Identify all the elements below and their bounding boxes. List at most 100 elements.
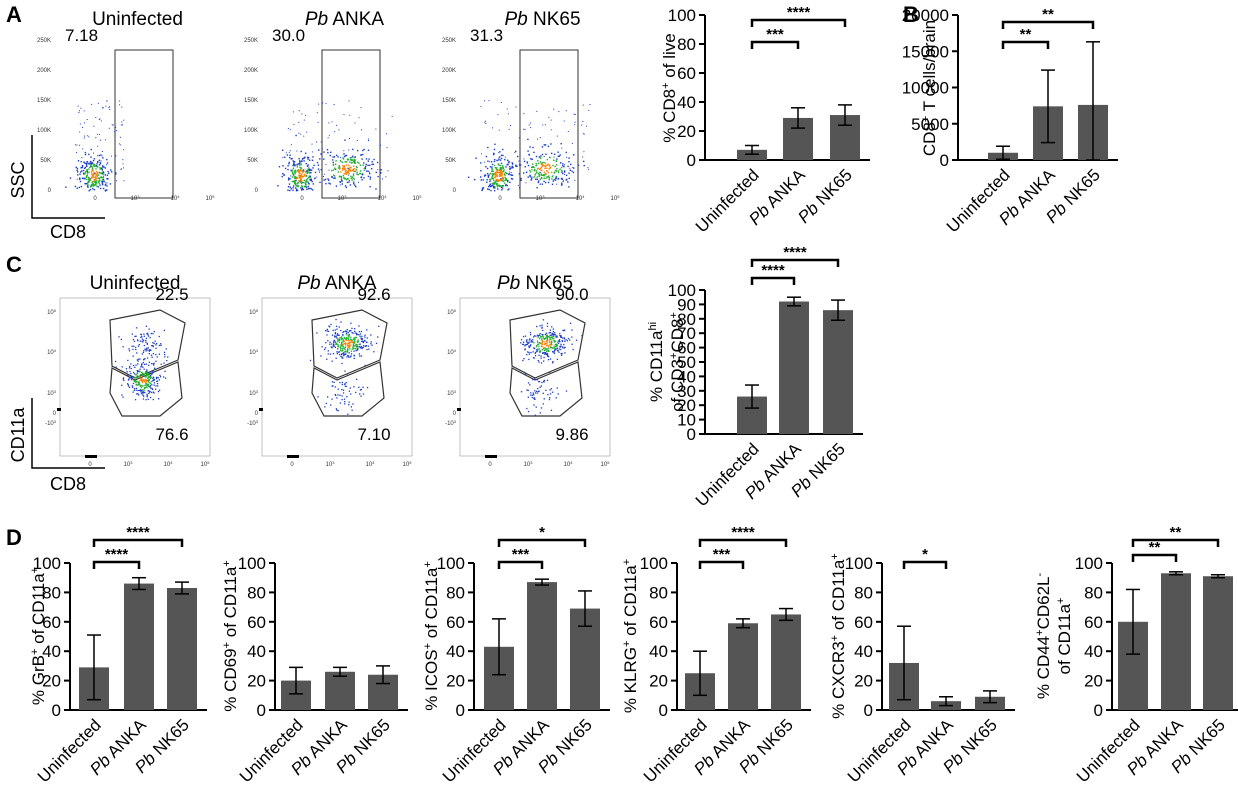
flow-y-tick: 50K	[40, 158, 51, 164]
flow-y-tick: -103	[445, 419, 457, 428]
flow-dot	[111, 155, 112, 157]
flow-dot	[531, 163, 534, 165]
flow-dot	[542, 124, 544, 126]
flow-dot	[569, 339, 571, 341]
flow-y-tick: 0	[453, 411, 457, 417]
flow-dot	[94, 178, 96, 181]
flow-dot	[98, 178, 101, 180]
flow-dot	[337, 351, 339, 353]
flow-dot	[499, 175, 501, 177]
flow-dot	[533, 404, 535, 406]
flow-dot	[142, 366, 144, 368]
flow-dot	[565, 179, 567, 181]
flow-dot	[567, 181, 569, 183]
flow-dot	[351, 332, 353, 334]
flow-dot	[334, 336, 336, 338]
y-tick-label: 70	[677, 324, 696, 343]
flow-dot	[133, 376, 136, 379]
flow-y-tick: 50K	[445, 158, 456, 164]
flow-dot	[309, 176, 311, 178]
flow-dot	[549, 397, 551, 399]
flow-dot	[147, 372, 149, 375]
flow-dot	[328, 134, 330, 136]
flow-dot	[356, 344, 358, 346]
flow-dot	[334, 168, 336, 170]
flow-dot	[307, 169, 310, 171]
flow-dot	[292, 175, 295, 177]
flow-dot	[135, 389, 137, 391]
flow-dot	[147, 376, 149, 378]
flow-dot	[482, 187, 485, 189]
flow-dot	[341, 398, 343, 401]
flow-dot	[158, 389, 161, 391]
flow-dot	[149, 375, 151, 377]
flow-dot	[282, 172, 284, 175]
flow-dot	[520, 179, 522, 181]
flow-dot	[354, 340, 356, 342]
flow-dot	[146, 393, 148, 395]
flow-dot	[490, 161, 493, 163]
flow-dot	[103, 180, 105, 182]
flow-dot	[347, 171, 350, 173]
flow-dot	[116, 180, 117, 182]
sig-bracket	[497, 538, 587, 547]
flow-x-tick: 103	[524, 460, 534, 469]
flow-dot	[540, 355, 542, 357]
flow-dot	[554, 169, 557, 172]
flow-dot	[510, 177, 513, 180]
flow-dot	[544, 337, 546, 340]
flow-dot	[295, 185, 297, 187]
flow-dot	[492, 177, 494, 180]
flow-dot	[87, 170, 88, 172]
flow-dot	[352, 156, 354, 159]
flow-dot	[86, 175, 88, 178]
flow-dot	[345, 351, 347, 353]
flow-dot	[534, 392, 537, 394]
flow-dot	[298, 180, 300, 182]
flow-dot	[328, 122, 330, 124]
sig-bracket	[497, 560, 544, 569]
flow-dot	[297, 170, 299, 173]
flow-dot	[141, 353, 143, 355]
flow-dot	[530, 176, 532, 178]
flow-dot	[101, 176, 103, 179]
flow-dot	[141, 390, 143, 392]
flow-dot	[530, 122, 531, 124]
flow-dot	[335, 343, 338, 345]
flow-dot	[83, 137, 85, 139]
flow-dot	[361, 129, 362, 131]
flow-dot	[537, 335, 539, 337]
y-axis-title: % CD44+CD62L-	[1034, 573, 1053, 700]
flow-dot	[81, 157, 83, 159]
y-tick-label: 10	[677, 411, 696, 430]
flow-dot	[82, 172, 85, 174]
flow-dot	[339, 339, 341, 342]
flow-dot	[488, 100, 490, 102]
flow-dot	[316, 332, 318, 334]
flow-dot	[106, 174, 109, 176]
y-tick-label: 100	[668, 6, 696, 25]
flow-dot	[292, 174, 295, 176]
flow-dot	[347, 337, 349, 339]
flow-dot	[81, 170, 83, 172]
flow-dot	[552, 164, 554, 167]
flow-dot	[582, 156, 584, 158]
flow-dot	[136, 393, 138, 395]
flow-dot	[499, 185, 502, 187]
flow-dot	[146, 333, 148, 335]
flow-dot	[548, 336, 550, 338]
flow-dot	[350, 344, 352, 346]
flow-dot	[298, 171, 301, 173]
flow-gate	[114, 49, 174, 199]
flow-dot	[363, 177, 365, 179]
flow-dot	[353, 337, 355, 339]
flow-dot	[143, 381, 145, 383]
flow-dot	[300, 172, 302, 175]
flow-dot	[353, 183, 355, 185]
flow-dot	[335, 325, 338, 327]
flow-dot	[562, 163, 564, 165]
flow-dot	[158, 379, 160, 381]
sig-label: **	[1149, 539, 1161, 556]
flow-dot	[502, 176, 504, 178]
